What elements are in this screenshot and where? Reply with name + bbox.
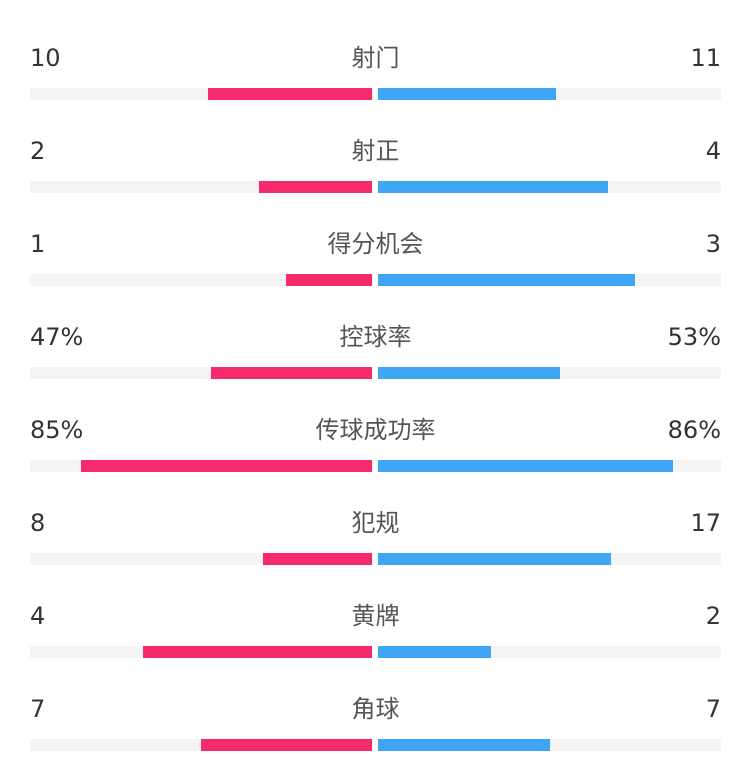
home-bar <box>263 553 372 565</box>
away-value: 53% <box>667 323 721 351</box>
home-bar-track <box>30 274 372 286</box>
home-value: 1 <box>30 230 46 258</box>
home-value: 7 <box>30 695 46 723</box>
stat-row: 2 射正 4 <box>30 135 721 205</box>
home-bar-track <box>30 646 372 658</box>
away-bar-track <box>378 460 721 472</box>
home-bar-track <box>30 553 372 565</box>
home-bar-track <box>30 367 372 379</box>
stat-row: 47% 控球率 53% <box>30 321 721 391</box>
stat-label: 犯规 <box>351 509 400 537</box>
home-bar <box>211 367 372 379</box>
home-bar <box>208 88 372 100</box>
home-value: 2 <box>30 137 46 165</box>
home-bar <box>259 181 372 193</box>
away-bar-track <box>378 88 721 100</box>
away-bar <box>378 553 611 565</box>
home-value: 10 <box>30 44 61 72</box>
away-bar <box>378 367 560 379</box>
stat-label: 射门 <box>351 44 400 72</box>
stat-label: 传球成功率 <box>315 416 436 444</box>
away-bar-track <box>378 274 721 286</box>
away-bar <box>378 646 491 658</box>
home-bar <box>81 460 372 472</box>
home-bar-track <box>30 181 372 193</box>
home-bar-track <box>30 739 372 751</box>
stat-row: 1 得分机会 3 <box>30 228 721 298</box>
away-bar-track <box>378 646 721 658</box>
home-value: 8 <box>30 509 46 537</box>
stat-row: 7 角球 7 <box>30 693 721 763</box>
away-bar-track <box>378 553 721 565</box>
stat-row: 85% 传球成功率 86% <box>30 414 721 484</box>
away-value: 4 <box>705 137 721 165</box>
away-value: 86% <box>667 416 721 444</box>
away-bar <box>378 274 635 286</box>
home-value: 85% <box>30 416 84 444</box>
away-bar <box>378 181 608 193</box>
stat-label: 控球率 <box>339 323 412 351</box>
home-value: 47% <box>30 323 84 351</box>
stat-label: 射正 <box>351 137 400 165</box>
away-value: 2 <box>705 602 721 630</box>
home-bar-track <box>30 460 372 472</box>
away-bar-track <box>378 739 721 751</box>
stat-row: 8 犯规 17 <box>30 507 721 577</box>
stat-label: 角球 <box>351 695 400 723</box>
home-value: 4 <box>30 602 46 630</box>
away-bar-track <box>378 181 721 193</box>
stat-row: 10 射门 11 <box>30 42 721 112</box>
away-bar-track <box>378 367 721 379</box>
away-value: 11 <box>690 44 721 72</box>
away-value: 7 <box>705 695 721 723</box>
away-value: 17 <box>690 509 721 537</box>
home-bar <box>286 274 372 286</box>
stat-row: 4 黄牌 2 <box>30 600 721 670</box>
away-bar <box>378 88 556 100</box>
home-bar-track <box>30 88 372 100</box>
home-bar <box>201 739 372 751</box>
away-value: 3 <box>705 230 721 258</box>
stat-label: 得分机会 <box>327 230 424 258</box>
away-bar <box>378 460 673 472</box>
stat-label: 黄牌 <box>351 602 400 630</box>
home-bar <box>143 646 372 658</box>
away-bar <box>378 739 550 751</box>
